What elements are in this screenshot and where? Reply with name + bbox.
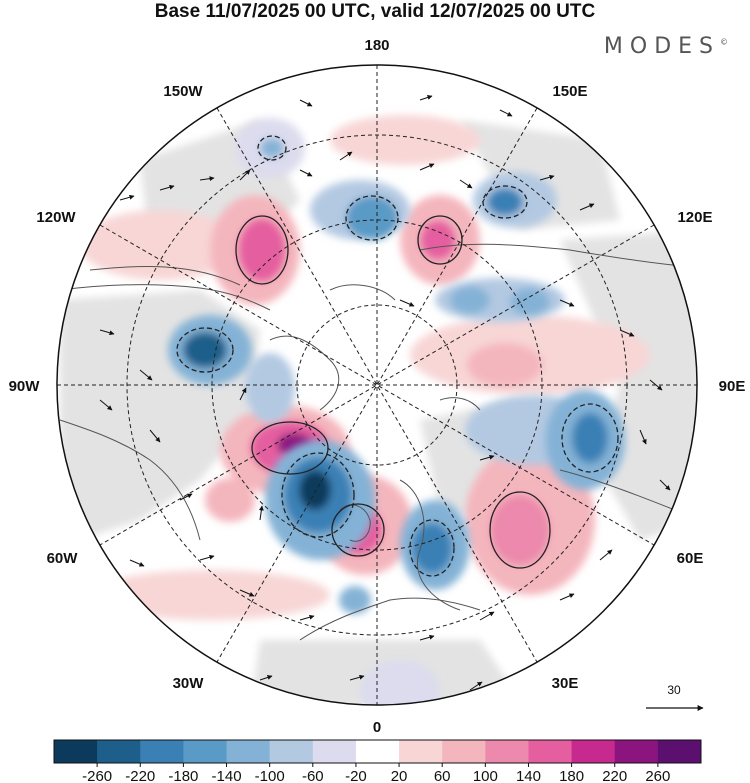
- lon-label-120e: 120E: [677, 209, 712, 226]
- colorbar-swatch: [355, 740, 400, 763]
- lon-label-90e: 90E: [719, 378, 746, 395]
- colorbar-tick-label: 180: [559, 768, 584, 783]
- brand-logo: MODES©: [604, 34, 728, 59]
- brand-mark: ©: [720, 37, 728, 47]
- pole-cap: [339, 347, 415, 423]
- colorbar-tick-label: -100: [255, 768, 285, 783]
- colorbar-swatch: [399, 740, 443, 763]
- lon-label-120w: 120W: [36, 209, 76, 226]
- colorbar-swatch: [183, 740, 228, 763]
- colorbar-swatch: [528, 740, 573, 763]
- colorbar-swatch: [226, 740, 271, 763]
- colorbar-swatch: [614, 740, 659, 763]
- chart-title: Base 11/07/2025 00 UTC, valid 12/07/2025…: [154, 1, 596, 22]
- contours: [176, 135, 619, 577]
- colorbar-tick-label: -260: [82, 768, 112, 783]
- lon-label-150w: 150W: [163, 83, 203, 100]
- lon-label-30w: 30W: [173, 675, 205, 692]
- lon-label-60w: 60W: [47, 550, 79, 567]
- colorbar-border: [53, 739, 702, 764]
- wind-vectors: [99, 95, 671, 691]
- colorbar-tick-label: 140: [516, 768, 541, 783]
- colorbar-swatch: [97, 740, 141, 763]
- colorbar: -260 -220 -180 -140 -100 -60 -20 20 60 100 140 180 2…: [53, 739, 702, 783]
- graticule: [57, 65, 697, 705]
- colorbar-tick-label: -220: [125, 768, 155, 783]
- colorbar-tick-label: 260: [645, 768, 670, 783]
- colorbar-tick-label: 220: [602, 768, 627, 783]
- colorbar-swatch: [140, 740, 184, 763]
- colorbar-tick-label: 100: [473, 768, 498, 783]
- colorbar-tick-label: 60: [434, 768, 451, 783]
- lon-label-30e: 30E: [552, 675, 579, 692]
- colorbar-tick-label: -140: [212, 768, 242, 783]
- lon-label-90w: 90W: [9, 378, 41, 395]
- colorbar-swatch: [442, 740, 486, 763]
- lon-label-150e: 150E: [552, 83, 587, 100]
- colorbar-swatch: [571, 740, 616, 763]
- colorbar-tick-label: -180: [168, 768, 198, 783]
- negative-anomalies: [168, 118, 625, 705]
- colorbar-swatch: [54, 740, 98, 763]
- reference-vector-label: 30: [667, 683, 681, 697]
- colorbar-swatch: [269, 740, 314, 763]
- colorbar-tick-label: -20: [345, 768, 367, 783]
- colorbar-swatch: [312, 740, 357, 763]
- lon-label-180: 180: [364, 37, 389, 54]
- brand-text: MODES: [603, 34, 720, 59]
- map-border: [56, 64, 698, 706]
- lon-label-0: 0: [373, 719, 381, 736]
- colorbar-swatch: [485, 740, 529, 763]
- colorbar-swatch: [657, 740, 702, 763]
- lon-label-60e: 60E: [677, 550, 704, 567]
- colorbar-tick-label: 20: [391, 768, 408, 783]
- coastlines: [59, 243, 697, 641]
- colorbar-tick-label: -60: [302, 768, 324, 783]
